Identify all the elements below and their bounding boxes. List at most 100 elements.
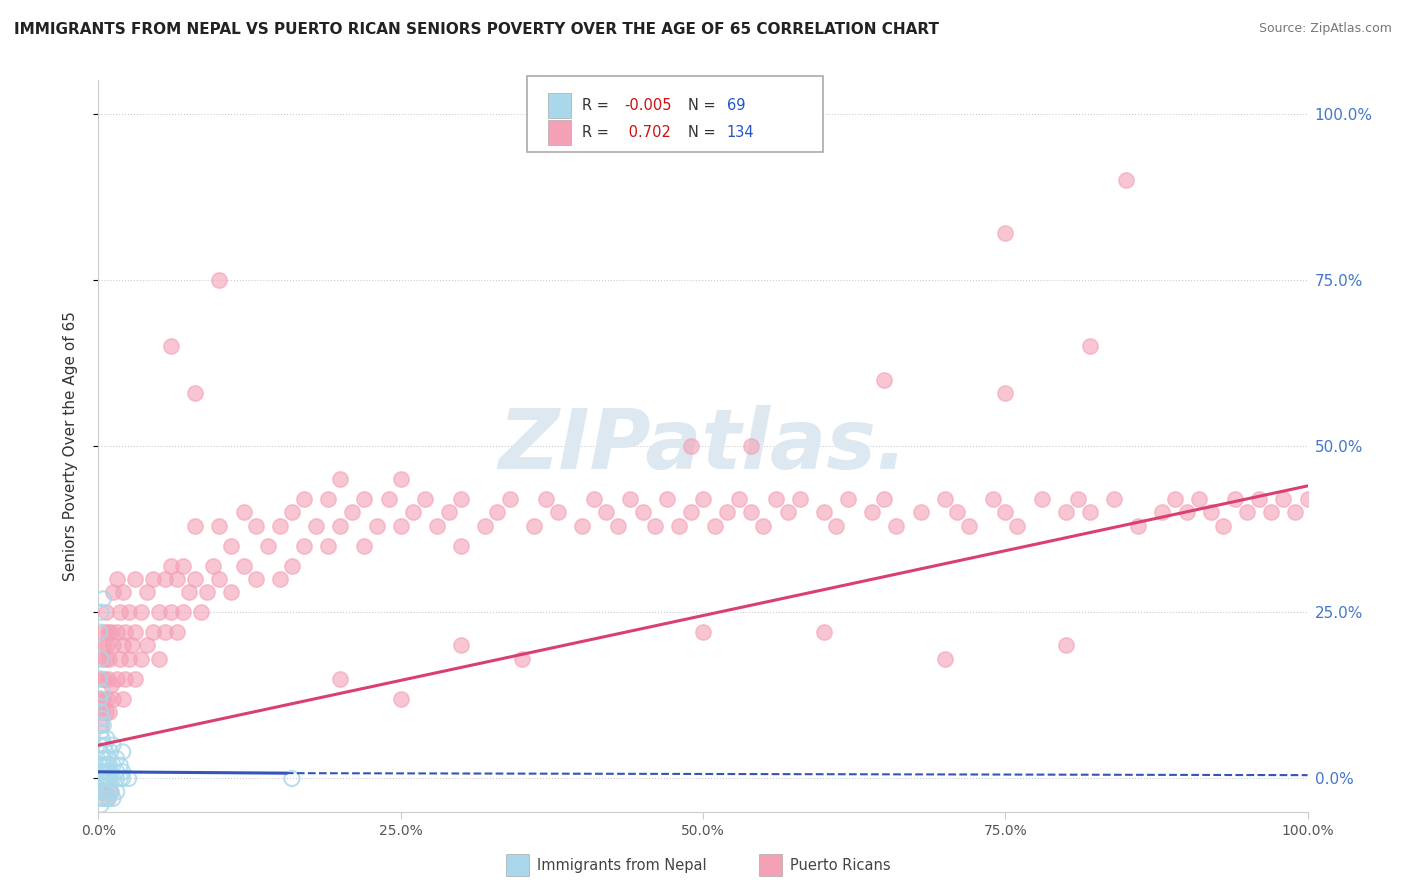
Point: [389, 691, 412, 706]
Point: [184, 518, 207, 533]
Point: [692, 625, 714, 640]
Point: [245, 572, 267, 586]
Point: [655, 492, 678, 507]
Point: [1031, 492, 1053, 507]
Y-axis label: Seniors Poverty Over the Age of 65: Seniors Poverty Over the Age of 65: [63, 311, 77, 581]
Point: [96, 731, 118, 746]
Point: [1152, 506, 1174, 520]
Point: [256, 539, 278, 553]
Point: [100, 772, 122, 786]
Point: [91, 639, 114, 653]
Point: [93, 672, 115, 686]
Point: [97, 764, 120, 779]
Point: [118, 652, 141, 666]
Point: [91, 705, 114, 719]
Point: [728, 492, 751, 507]
Point: [245, 518, 267, 533]
Point: [91, 685, 114, 699]
Point: [114, 672, 136, 686]
Point: [105, 625, 128, 640]
Point: [389, 472, 412, 486]
Point: [825, 518, 848, 533]
Text: 134: 134: [727, 125, 755, 140]
Point: [96, 758, 118, 772]
Point: [94, 791, 117, 805]
Point: [93, 785, 115, 799]
Point: [90, 605, 112, 619]
Point: [353, 539, 375, 553]
Point: [232, 506, 254, 520]
Point: [100, 764, 122, 779]
Point: [89, 672, 111, 686]
Point: [93, 625, 115, 640]
Point: [97, 672, 120, 686]
Point: [981, 492, 1004, 507]
Point: [281, 506, 304, 520]
Point: [90, 652, 112, 666]
Point: [91, 791, 114, 805]
Point: [94, 772, 117, 786]
Point: [886, 518, 908, 533]
Text: ZIPatlas.: ZIPatlas.: [498, 406, 908, 486]
Point: [692, 492, 714, 507]
Point: [1188, 492, 1211, 507]
Point: [98, 785, 121, 799]
Point: [450, 639, 472, 653]
Point: [957, 518, 980, 533]
Point: [208, 572, 231, 586]
Point: [90, 725, 112, 739]
Point: [172, 558, 194, 573]
Point: [813, 625, 835, 640]
Point: [292, 539, 315, 553]
Point: [108, 652, 131, 666]
Point: [91, 751, 114, 765]
Point: [89, 625, 111, 640]
Point: [91, 758, 114, 772]
Point: [105, 672, 128, 686]
Point: [426, 518, 449, 533]
Point: [96, 785, 118, 799]
Point: [101, 738, 124, 752]
Point: [873, 492, 896, 507]
Point: [195, 585, 218, 599]
Point: [96, 691, 118, 706]
Point: [160, 558, 183, 573]
Point: [105, 785, 128, 799]
Point: [946, 506, 969, 520]
Point: [1296, 492, 1319, 507]
Point: [124, 672, 146, 686]
Point: [389, 518, 412, 533]
Point: [111, 639, 134, 653]
Point: [329, 518, 352, 533]
Point: [1078, 506, 1101, 520]
Point: [93, 758, 115, 772]
Point: [105, 572, 128, 586]
Point: [135, 639, 157, 653]
Point: [813, 506, 835, 520]
Point: [1007, 518, 1029, 533]
Point: [153, 625, 176, 640]
Point: [305, 518, 328, 533]
Point: [111, 764, 134, 779]
Point: [160, 339, 183, 353]
Point: [100, 785, 122, 799]
Point: [740, 439, 762, 453]
Point: [789, 492, 811, 507]
Point: [101, 639, 124, 653]
Point: [111, 585, 134, 599]
Point: [100, 785, 122, 799]
Point: [934, 492, 956, 507]
Point: [91, 785, 114, 799]
Point: [93, 785, 115, 799]
Text: N =: N =: [688, 98, 720, 113]
Point: [91, 772, 114, 786]
Point: [208, 273, 231, 287]
Point: [910, 506, 932, 520]
Point: [124, 572, 146, 586]
Point: [402, 506, 425, 520]
Point: [1054, 639, 1077, 653]
Point: [994, 385, 1017, 400]
Point: [179, 585, 201, 599]
Point: [142, 625, 165, 640]
Point: [98, 652, 121, 666]
